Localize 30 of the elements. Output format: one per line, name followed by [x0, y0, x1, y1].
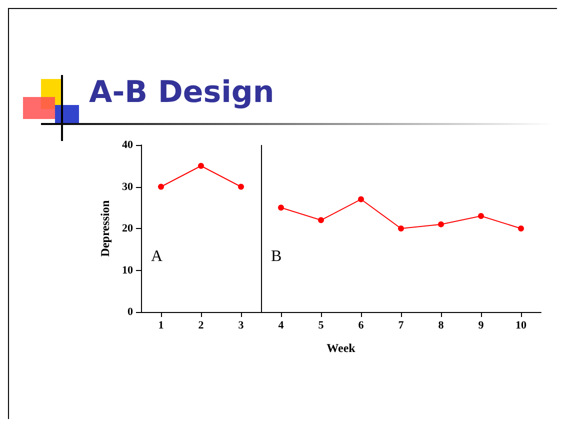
point	[398, 226, 404, 232]
point	[518, 226, 524, 232]
y-tick-label: 10	[122, 264, 134, 276]
annotation: B	[271, 248, 282, 265]
point	[198, 162, 204, 169]
point	[478, 212, 484, 219]
annotation: A	[151, 248, 163, 265]
point	[358, 196, 364, 202]
x-tick-label: 7	[398, 320, 404, 332]
y-axis-title: Depression	[98, 200, 112, 257]
chart-title: A-B Design	[89, 75, 274, 110]
x-tick-label: 2	[198, 320, 204, 332]
point	[438, 221, 444, 228]
point	[238, 184, 244, 190]
x-tick-label: 8	[438, 320, 444, 332]
point	[158, 184, 164, 190]
x-tick-label: 9	[478, 320, 484, 332]
x-tick-label: 5	[318, 320, 324, 332]
x-tick-label: 1	[158, 320, 164, 332]
x-axis-title: Week	[326, 341, 356, 355]
x-tick-label: 3	[238, 320, 244, 332]
x-tick-label: 4	[278, 320, 284, 332]
x-tick-label: 10	[516, 320, 527, 332]
y-tick-label: 30	[122, 180, 134, 193]
x-tick-label: 6	[358, 320, 364, 332]
y-tick-label: 0	[128, 306, 134, 318]
y-tick-label: 20	[122, 222, 134, 234]
point	[318, 217, 324, 224]
point	[278, 204, 284, 211]
y-tick-label: 40	[122, 139, 134, 151]
